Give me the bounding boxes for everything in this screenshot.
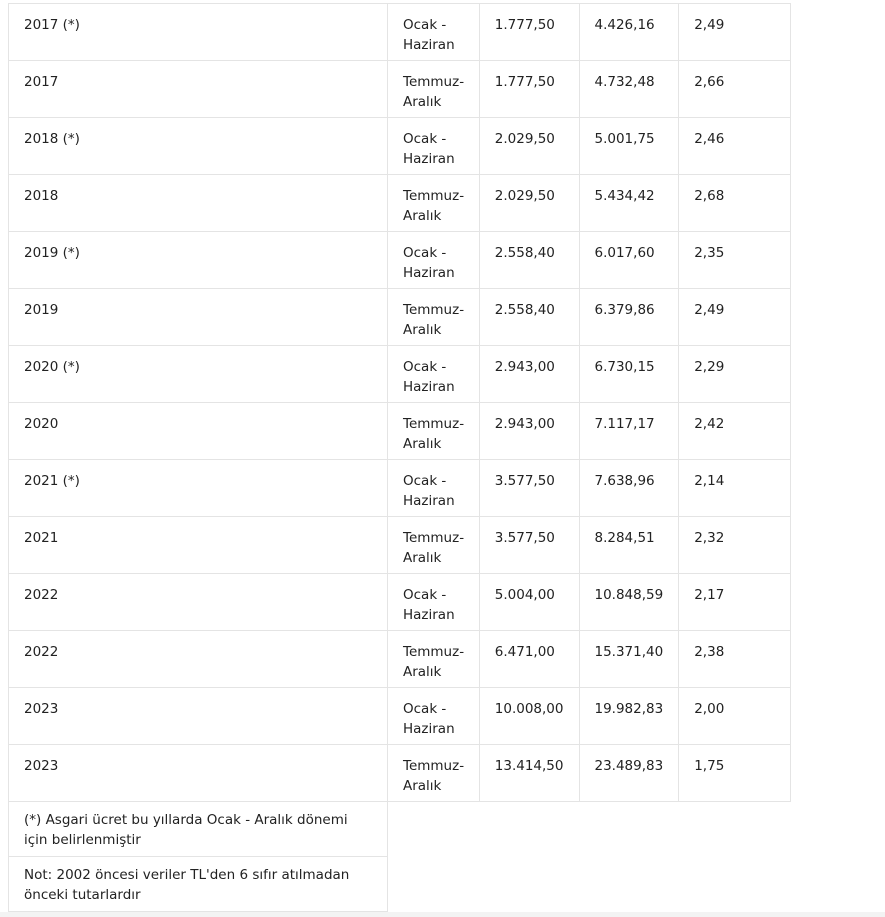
minimum-wage-table: 2017 (*) Ocak - Haziran 1.777,50 4.426,16 2,… — [8, 3, 792, 912]
year-cell: 2017 (*) — [8, 3, 388, 61]
net-wage-cell: 13.414,50 — [478, 744, 580, 802]
ratio-cell: 2,32 — [678, 516, 792, 574]
ratio-cell: 2,49 — [678, 288, 792, 346]
year-cell: 2021 — [8, 516, 388, 574]
net-wage-cell: 2.029,50 — [478, 174, 580, 232]
note-row: (*) Asgari ücret bu yıllarda Ocak - Aral… — [8, 801, 791, 912]
gross-cost-cell: 7.117,17 — [578, 402, 680, 460]
gross-cost-cell: 8.284,51 — [578, 516, 680, 574]
table-row: 2022 Temmuz-Aralık 6.471,00 15.371,40 2,38 — [8, 630, 792, 688]
gross-cost-cell: 6.730,15 — [578, 345, 680, 403]
year-cell: 2018 (*) — [8, 117, 388, 175]
net-wage-cell: 6.471,00 — [478, 630, 580, 688]
table-row: 2021 Temmuz-Aralık 3.577,50 8.284,51 2,32 — [8, 516, 792, 574]
table-row: 2021 (*) Ocak - Haziran 3.577,50 7.638,96 2,… — [8, 459, 792, 517]
table-body: 2017 (*) Ocak - Haziran 1.777,50 4.426,16 2,… — [8, 3, 792, 912]
period-cell: Temmuz-Aralık — [387, 288, 480, 346]
net-wage-cell: 2.029,50 — [478, 117, 580, 175]
ratio-cell: 2,00 — [678, 687, 792, 745]
year-cell: 2018 — [8, 174, 388, 232]
period-cell: Temmuz-Aralık — [387, 630, 480, 688]
ratio-cell: 2,42 — [678, 402, 792, 460]
period-cell: Ocak - Haziran — [387, 573, 480, 631]
net-wage-cell: 10.008,00 — [478, 687, 580, 745]
year-cell: 2020 (*) — [8, 345, 388, 403]
table-row: 2018 Temmuz-Aralık 2.029,50 5.434,42 2,68 — [8, 174, 792, 232]
net-wage-cell: 2.943,00 — [478, 402, 580, 460]
year-cell: 2019 — [8, 288, 388, 346]
table-row: 2018 (*) Ocak - Haziran 2.029,50 5.001,75 2,… — [8, 117, 792, 175]
net-wage-cell: 2.558,40 — [478, 231, 580, 289]
page-bottom-edge — [0, 912, 885, 917]
year-cell: 2023 — [8, 744, 388, 802]
table-row: 2023 Temmuz-Aralık 13.414,50 23.489,83 1,75 — [8, 744, 792, 802]
period-cell: Temmuz-Aralık — [387, 174, 480, 232]
gross-cost-cell: 6.379,86 — [578, 288, 680, 346]
year-cell: 2019 (*) — [8, 231, 388, 289]
period-cell: Ocak - Haziran — [387, 687, 480, 745]
gross-cost-cell: 15.371,40 — [578, 630, 680, 688]
net-wage-cell: 2.943,00 — [478, 345, 580, 403]
gross-cost-cell: 23.489,83 — [578, 744, 680, 802]
year-cell: 2017 — [8, 60, 388, 118]
table-row: 2020 (*) Ocak - Haziran 2.943,00 6.730,15 2,… — [8, 345, 792, 403]
table-row: 2019 Temmuz-Aralık 2.558,40 6.379,86 2,49 — [8, 288, 792, 346]
ratio-cell: 2,38 — [678, 630, 792, 688]
table-row: 2017 (*) Ocak - Haziran 1.777,50 4.426,16 2,… — [8, 3, 792, 61]
year-cell: 2022 — [8, 573, 388, 631]
gross-cost-cell: 7.638,96 — [578, 459, 680, 517]
note-cell: (*) Asgari ücret bu yıllarda Ocak - Aral… — [8, 801, 388, 857]
gross-cost-cell: 10.848,59 — [578, 573, 680, 631]
period-cell: Temmuz-Aralık — [387, 516, 480, 574]
note-row: Not: 2002 öncesi veriler TL'den 6 sıfır … — [8, 856, 791, 912]
period-cell: Ocak - Haziran — [387, 3, 480, 61]
ratio-cell: 2,29 — [678, 345, 792, 403]
gross-cost-cell: 5.001,75 — [578, 117, 680, 175]
ratio-cell: 1,75 — [678, 744, 792, 802]
table-row: 2019 (*) Ocak - Haziran 2.558,40 6.017,60 2,… — [8, 231, 792, 289]
ratio-cell: 2,17 — [678, 573, 792, 631]
empty-cell — [386, 801, 791, 912]
period-cell: Temmuz-Aralık — [387, 402, 480, 460]
gross-cost-cell: 19.982,83 — [578, 687, 680, 745]
net-wage-cell: 1.777,50 — [478, 60, 580, 118]
note-cell: Not: 2002 öncesi veriler TL'den 6 sıfır … — [8, 856, 388, 912]
ratio-cell: 2,49 — [678, 3, 792, 61]
year-cell: 2023 — [8, 687, 388, 745]
ratio-cell: 2,14 — [678, 459, 792, 517]
period-cell: Ocak - Haziran — [387, 231, 480, 289]
year-cell: 2022 — [8, 630, 388, 688]
period-cell: Ocak - Haziran — [387, 459, 480, 517]
ratio-cell: 2,35 — [678, 231, 792, 289]
net-wage-cell: 3.577,50 — [478, 516, 580, 574]
ratio-cell: 2,66 — [678, 60, 792, 118]
year-cell: 2021 (*) — [8, 459, 388, 517]
period-cell: Ocak - Haziran — [387, 345, 480, 403]
gross-cost-cell: 5.434,42 — [578, 174, 680, 232]
net-wage-cell: 3.577,50 — [478, 459, 580, 517]
net-wage-cell: 1.777,50 — [478, 3, 580, 61]
period-cell: Temmuz-Aralık — [387, 744, 480, 802]
table-row: 2022 Ocak - Haziran 5.004,00 10.848,59 2,17 — [8, 573, 792, 631]
ratio-cell: 2,68 — [678, 174, 792, 232]
period-cell: Ocak - Haziran — [387, 117, 480, 175]
year-cell: 2020 — [8, 402, 388, 460]
net-wage-cell: 5.004,00 — [478, 573, 580, 631]
ratio-cell: 2,46 — [678, 117, 792, 175]
gross-cost-cell: 4.426,16 — [578, 3, 680, 61]
gross-cost-cell: 6.017,60 — [578, 231, 680, 289]
gross-cost-cell: 4.732,48 — [578, 60, 680, 118]
table-row: 2020 Temmuz-Aralık 2.943,00 7.117,17 2,42 — [8, 402, 792, 460]
table-row: 2017 Temmuz-Aralık 1.777,50 4.732,48 2,66 — [8, 60, 792, 118]
period-cell: Temmuz-Aralık — [387, 60, 480, 118]
net-wage-cell: 2.558,40 — [478, 288, 580, 346]
table-row: 2023 Ocak - Haziran 10.008,00 19.982,83 2,00 — [8, 687, 792, 745]
